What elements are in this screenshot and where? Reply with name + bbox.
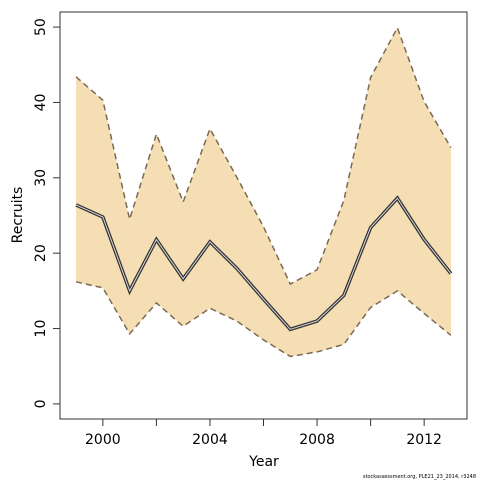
caption: stockassessment.org, PLE21_23_2014, r324…: [363, 474, 476, 480]
confidence-band: [76, 27, 451, 357]
series-line: [75, 195, 453, 332]
y-tick-label: 20: [33, 244, 49, 262]
y-tick-label: 50: [33, 18, 49, 36]
bounds: [75, 25, 452, 358]
y-tick-label: 10: [33, 320, 49, 338]
estimate-line-highlight-0: [75, 197, 452, 330]
y-tick-label: 40: [33, 94, 49, 112]
upper-bound-line: [75, 25, 452, 286]
y-axis-title: Recruits: [10, 187, 26, 244]
lower-bound-line: [75, 281, 452, 358]
y-axis: 0 10 20 30 40 50: [33, 18, 61, 408]
x-tick-label: 2008: [299, 432, 335, 448]
x-axis-title: Year: [248, 454, 279, 470]
x-tick-label: 2000: [85, 432, 121, 448]
x-tick-label: 2004: [192, 432, 228, 448]
y-tick-label: 30: [33, 169, 49, 187]
x-axis: 2000 2004 2008 2012: [85, 418, 442, 448]
band: [76, 27, 451, 357]
y-tick-label: 0: [33, 399, 49, 408]
x-tick-label: 2012: [406, 432, 442, 448]
